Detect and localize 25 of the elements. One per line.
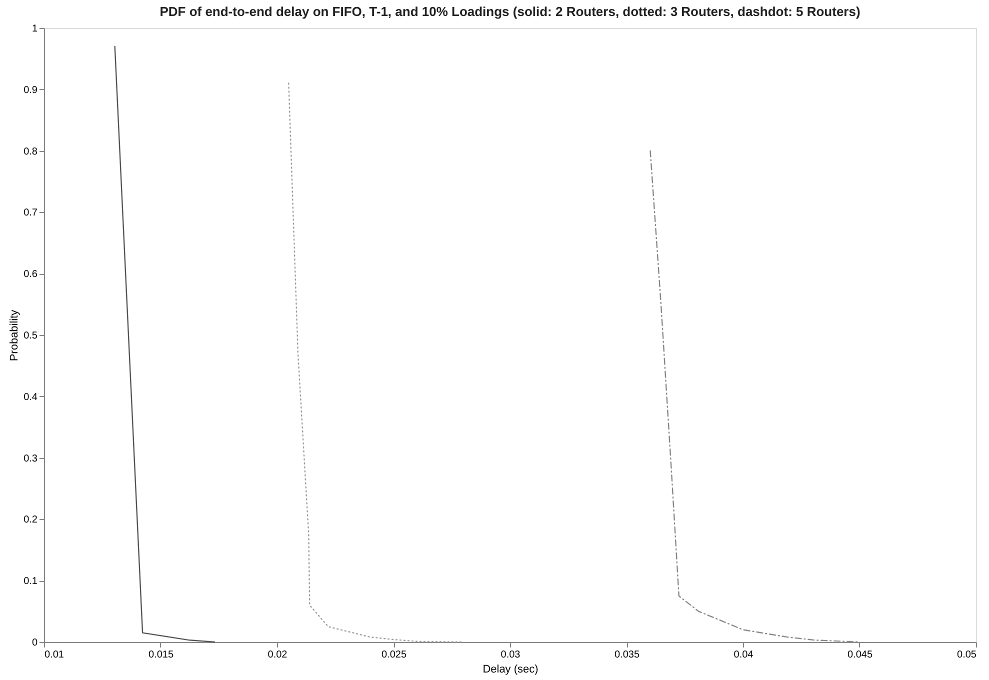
x-tick-label: 0.045 xyxy=(847,650,873,660)
x-tick-label: 0.015 xyxy=(148,650,174,660)
x-tick-label: 0.03 xyxy=(500,650,521,660)
y-tick-label: 0.9 xyxy=(24,84,38,96)
y-tick-label: 0.2 xyxy=(24,514,38,526)
chart-title: PDF of end-to-end delay on FIFO, T-1, and 10% Loadings (solid: 2 Routers, dotted: 3 Routers, dashdot: 5 Routers) xyxy=(160,4,860,19)
y-tick-label: 0 xyxy=(32,638,38,648)
y-tick-label: 0.1 xyxy=(24,576,38,588)
line-series xyxy=(288,82,464,643)
y-tick-label: 0.8 xyxy=(24,146,38,158)
x-tick-label: 0.04 xyxy=(734,650,754,660)
x-tick-label: 0.02 xyxy=(268,650,288,660)
x-tick-label: 0.025 xyxy=(381,650,407,660)
y-tick-label: 0.7 xyxy=(24,208,38,219)
y-tick-label: 0.3 xyxy=(24,453,38,464)
y-tick-label: 1 xyxy=(32,24,38,34)
x-tick-label: 0.035 xyxy=(614,650,640,660)
line-series xyxy=(114,46,216,643)
y-axis-title: Probability xyxy=(8,309,21,362)
x-axis-title: Delay (sec) xyxy=(482,664,538,676)
x-tick-label: 0.01 xyxy=(44,650,64,660)
y-tick-label: 0.4 xyxy=(24,392,38,403)
y-tick-label: 0.6 xyxy=(24,269,38,280)
y-tick-label: 0.5 xyxy=(24,330,38,342)
x-tick-label: 0.05 xyxy=(957,650,977,660)
